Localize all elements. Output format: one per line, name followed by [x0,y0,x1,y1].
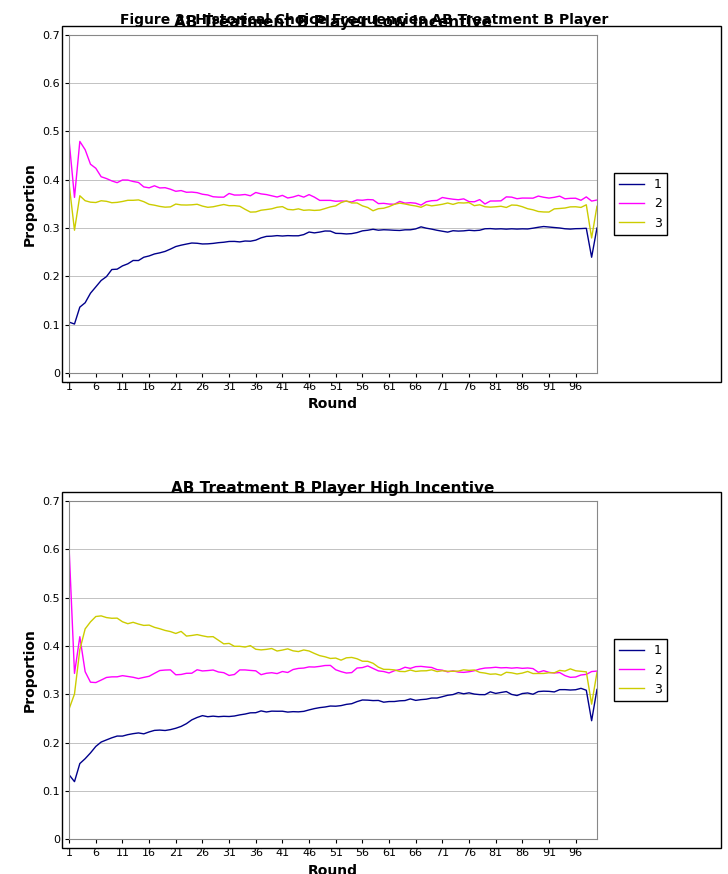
2 [92,677,100,688]
Line: 3: 3 [69,184,597,238]
3 [593,201,601,212]
3 [555,665,564,676]
3 [65,179,74,190]
3 [571,665,580,676]
Line: 2: 2 [69,141,597,205]
Line: 1: 1 [69,689,597,781]
3 [97,611,106,621]
2 [571,193,580,204]
1 [70,319,79,329]
2 [65,135,74,146]
2 [336,196,345,206]
1 [555,684,564,695]
2 [379,198,388,209]
2 [384,668,393,678]
3 [193,629,202,640]
2 [193,664,202,675]
1 [571,684,580,695]
1 [342,699,351,710]
3 [187,199,196,210]
2 [571,672,580,683]
2 [171,669,180,680]
1 [193,238,202,248]
2 [187,187,196,198]
3 [379,203,388,213]
2 [416,200,425,211]
2 [342,668,351,678]
1 [65,770,74,780]
2 [593,195,601,205]
Legend: 1, 2, 3: 1, 2, 3 [614,173,667,234]
3 [171,628,180,639]
2 [593,666,601,676]
3 [166,202,175,212]
2 [65,545,74,555]
Y-axis label: Proportion: Proportion [23,628,37,712]
Line: 3: 3 [69,616,597,709]
1 [593,223,601,233]
2 [555,668,564,678]
1 [593,684,601,695]
3 [342,653,351,663]
3 [587,232,596,243]
1 [577,683,585,694]
1 [171,723,180,733]
3 [550,204,558,214]
Legend: 1, 2, 3: 1, 2, 3 [614,640,667,701]
X-axis label: Round: Round [308,864,358,874]
1 [384,697,393,707]
Text: Figure 2: Historical Choice Frequencies AB Treatment B Player: Figure 2: Historical Choice Frequencies … [120,13,608,27]
1 [539,221,548,232]
1 [561,224,569,234]
Line: 2: 2 [69,550,597,683]
2 [555,191,564,201]
Y-axis label: Proportion: Proportion [23,162,37,246]
1 [577,224,585,234]
1 [70,776,79,787]
Title: AB Treatment B Player Low Incentive: AB Treatment B Player Low Incentive [174,15,492,30]
Line: 1: 1 [69,226,597,324]
1 [65,317,74,328]
3 [65,704,74,714]
1 [384,225,393,235]
3 [566,202,574,212]
1 [342,229,351,239]
Title: AB Treatment B Player High Incentive: AB Treatment B Player High Incentive [171,481,495,496]
2 [166,184,175,194]
3 [593,667,601,677]
3 [336,198,345,208]
1 [193,712,202,723]
1 [171,241,180,252]
X-axis label: Round: Round [308,398,358,412]
3 [384,664,393,675]
